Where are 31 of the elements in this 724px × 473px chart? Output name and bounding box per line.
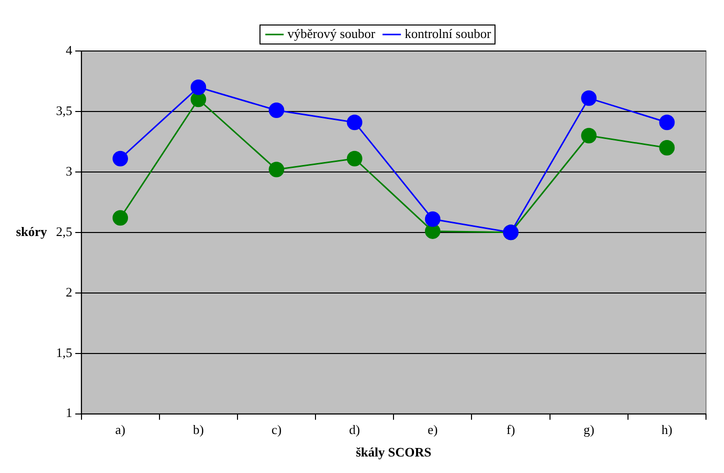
point (112, 210, 128, 226)
x-tick-label: e) (428, 422, 438, 438)
legend-label: kontrolní soubor (404, 26, 492, 41)
y-tick-label: 3,5 (56, 102, 72, 118)
legend-label: výběrový soubor (287, 26, 376, 41)
point (581, 128, 597, 144)
x-tick-label: c) (271, 422, 282, 438)
x-tick-label: g) (583, 422, 594, 438)
x-tick-label: f) (506, 422, 516, 438)
point (346, 114, 362, 130)
point (190, 80, 206, 96)
point (268, 102, 284, 118)
y-tick-label: 3 (66, 163, 72, 178)
y-tick-label: 2 (66, 284, 72, 300)
y-axis-title: skóry (16, 224, 48, 239)
point (268, 162, 284, 178)
point (346, 150, 362, 166)
x-axis-title: škály SCORS (356, 444, 432, 460)
point (424, 211, 440, 227)
point (112, 150, 128, 166)
x-tick-label: b) (192, 422, 204, 438)
x-tick-label: h) (662, 422, 672, 438)
point (659, 114, 675, 130)
point (581, 90, 597, 106)
y-tick-label: 4 (66, 42, 73, 58)
y-tick-label: 1,5 (56, 344, 72, 360)
point (659, 140, 675, 156)
y-tick-label: 1 (66, 405, 72, 420)
y-tick-label: 2,5 (56, 224, 72, 239)
x-tick-label: d) (349, 422, 360, 438)
x-tick-label: a) (115, 422, 126, 438)
